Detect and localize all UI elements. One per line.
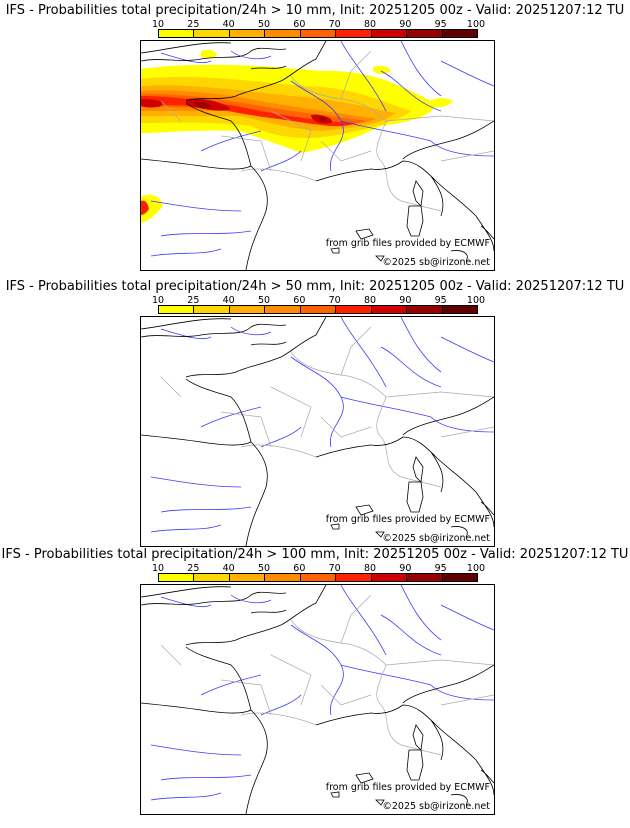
colorbar-segment <box>159 306 195 313</box>
colorbar-labels: 10 25 40 50 60 70 80 90 95 100 <box>152 295 485 306</box>
colorbar-segment <box>407 306 443 313</box>
colorbar-labels: 10 25 40 50 60 70 80 90 95 100 <box>152 563 485 574</box>
europe-map <box>141 41 494 270</box>
colorbar-segment <box>265 30 301 37</box>
colorbar-segment <box>336 306 372 313</box>
colorbar-tick-label: 50 <box>257 295 271 306</box>
precipitation-field <box>141 49 453 223</box>
colorbar-segment <box>229 30 266 37</box>
colorbar-tick-label: 95 <box>434 19 447 30</box>
colorbar-segment <box>300 30 337 37</box>
colorbar-segment <box>300 306 337 313</box>
panel-10mm: IFS - Probabilities total precipitation/… <box>0 0 630 271</box>
probability-map[interactable]: from grib files provided by ECMWF ©2025 … <box>140 584 495 815</box>
colorbar-segment <box>194 30 230 37</box>
colorbar-tick-label: 10 <box>151 295 165 306</box>
colorbar-segment <box>371 574 408 581</box>
colorbar-segment <box>336 574 372 581</box>
source-credit: from grib files provided by ECMWF <box>325 238 490 249</box>
colorbar-tick-label: 60 <box>293 19 306 30</box>
colorbar-tick-label: 60 <box>293 563 306 574</box>
colorbar-segment <box>407 574 443 581</box>
colorbar-segment <box>371 30 408 37</box>
colorbar-tick-label: 95 <box>434 563 447 574</box>
colorbar-tick-label: 60 <box>293 295 306 306</box>
colorbar <box>158 29 478 38</box>
colorbar-tick-label: 40 <box>222 563 235 574</box>
coastline <box>141 585 494 814</box>
source-credit: from grib files provided by ECMWF <box>325 514 490 525</box>
colorbar-tick-label: 90 <box>399 563 412 574</box>
colorbar-segment <box>407 30 443 37</box>
copyright-credit: ©2025 sb@irizone.net <box>382 257 490 268</box>
colorbar-tick-label: 25 <box>187 295 200 306</box>
colorbar-tick-label: 10 <box>151 19 165 30</box>
coastline <box>141 317 494 546</box>
colorbar-tick-label: 40 <box>222 295 235 306</box>
colorbar-segment <box>442 30 477 37</box>
copyright-credit: ©2025 sb@irizone.net <box>382 801 490 812</box>
colorbar-tick-label: 100 <box>466 563 486 574</box>
colorbar-segment <box>229 574 266 581</box>
colorbar-tick-label: 95 <box>434 295 447 306</box>
colorbar-tick-label: 25 <box>187 19 200 30</box>
colorbar-segment <box>194 574 230 581</box>
panel-title: IFS - Probabilities total precipitation/… <box>1 547 629 562</box>
coastline <box>141 41 494 270</box>
colorbar-segment <box>265 574 301 581</box>
colorbar-tick-label: 70 <box>328 19 341 30</box>
colorbar-tick-label: 100 <box>466 19 486 30</box>
colorbar-tick-label: 90 <box>399 295 412 306</box>
colorbar-tick-label: 80 <box>363 19 377 30</box>
probability-map[interactable]: from grib files provided by ECMWF ©2025 … <box>140 40 495 271</box>
colorbar-segment <box>336 30 372 37</box>
colorbar-tick-label: 25 <box>187 563 200 574</box>
panel-100mm: IFS - Probabilities total precipitation/… <box>0 544 630 815</box>
colorbar-segment <box>371 306 408 313</box>
colorbar-segment <box>442 574 477 581</box>
colorbar-tick-label: 50 <box>257 19 271 30</box>
colorbar-segment <box>159 574 195 581</box>
europe-map <box>141 585 494 814</box>
colorbar <box>158 573 478 582</box>
colorbar <box>158 305 478 314</box>
copyright-credit: ©2025 sb@irizone.net <box>382 533 490 544</box>
colorbar-tick-label: 70 <box>328 563 341 574</box>
river-lines <box>150 41 494 257</box>
panel-50mm: IFS - Probabilities total precipitation/… <box>0 276 630 547</box>
colorbar-tick-label: 10 <box>151 563 165 574</box>
border-lines <box>160 594 494 756</box>
colorbar-tick-label: 80 <box>363 563 377 574</box>
colorbar-segment <box>194 306 230 313</box>
source-credit: from grib files provided by ECMWF <box>325 782 490 793</box>
river-lines <box>150 585 494 801</box>
colorbar-segment <box>300 574 337 581</box>
panel-title: IFS - Probabilities total precipitation/… <box>5 279 625 294</box>
colorbar-tick-label: 80 <box>363 295 377 306</box>
colorbar-segment <box>265 306 301 313</box>
colorbar-tick-label: 50 <box>257 563 271 574</box>
border-lines <box>160 326 494 488</box>
colorbar-segment <box>229 306 266 313</box>
colorbar-tick-label: 90 <box>399 19 412 30</box>
panel-title: IFS - Probabilities total precipitation/… <box>5 3 625 18</box>
colorbar-tick-label: 40 <box>222 19 235 30</box>
colorbar-tick-label: 70 <box>328 295 341 306</box>
colorbar-segment <box>442 306 477 313</box>
colorbar-tick-label: 100 <box>466 295 486 306</box>
colorbar-segment <box>159 30 195 37</box>
river-lines <box>150 317 494 533</box>
probability-map[interactable]: from grib files provided by ECMWF ©2025 … <box>140 316 495 547</box>
colorbar-labels: 10 25 40 50 60 70 80 90 95 100 <box>152 19 485 30</box>
europe-map <box>141 317 494 546</box>
